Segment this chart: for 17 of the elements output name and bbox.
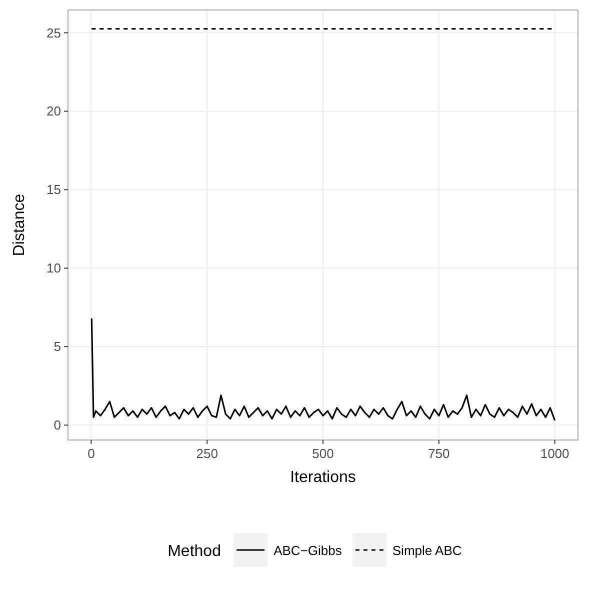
x-tick-label: 0 [88,446,95,461]
x-axis-title: Iterations [290,469,356,486]
y-tick-label: 10 [46,260,61,276]
y-tick-label: 0 [54,418,61,433]
y-tick-label: 15 [46,182,61,198]
x-tick-label: 1000 [540,446,570,461]
legend-title: Method [168,543,221,560]
y-axis-title: Distance [11,194,28,256]
y-tick-label: 5 [54,339,61,354]
x-tick-label: 250 [196,446,218,461]
legend-label: ABC−Gibbs [274,543,342,558]
y-tick-label: 20 [46,104,61,119]
y-tick-label: 25 [46,25,61,40]
legend-label: Simple ABC [392,543,462,558]
line-series [90,318,556,422]
x-tick-label: 500 [312,446,334,461]
x-tick-label: 750 [428,446,450,461]
